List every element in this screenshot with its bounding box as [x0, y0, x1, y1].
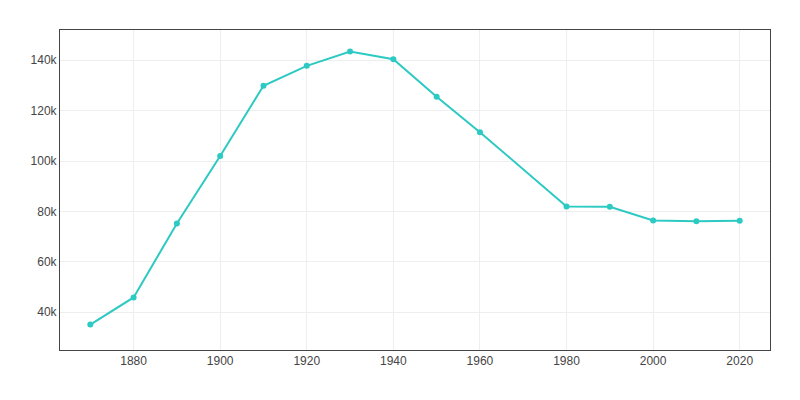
svg-text:80k: 80k: [37, 205, 57, 219]
svg-text:2020: 2020: [726, 354, 753, 368]
svg-text:100k: 100k: [31, 154, 58, 168]
svg-text:1920: 1920: [293, 354, 320, 368]
svg-text:1940: 1940: [380, 354, 407, 368]
svg-text:40k: 40k: [37, 305, 57, 319]
svg-text:1960: 1960: [467, 354, 494, 368]
svg-text:1880: 1880: [120, 354, 147, 368]
svg-text:1900: 1900: [207, 354, 234, 368]
svg-text:1980: 1980: [553, 354, 580, 368]
svg-text:2000: 2000: [640, 354, 667, 368]
svg-text:140k: 140k: [31, 53, 58, 67]
svg-text:60k: 60k: [37, 255, 57, 269]
svg-text:120k: 120k: [31, 104, 58, 118]
